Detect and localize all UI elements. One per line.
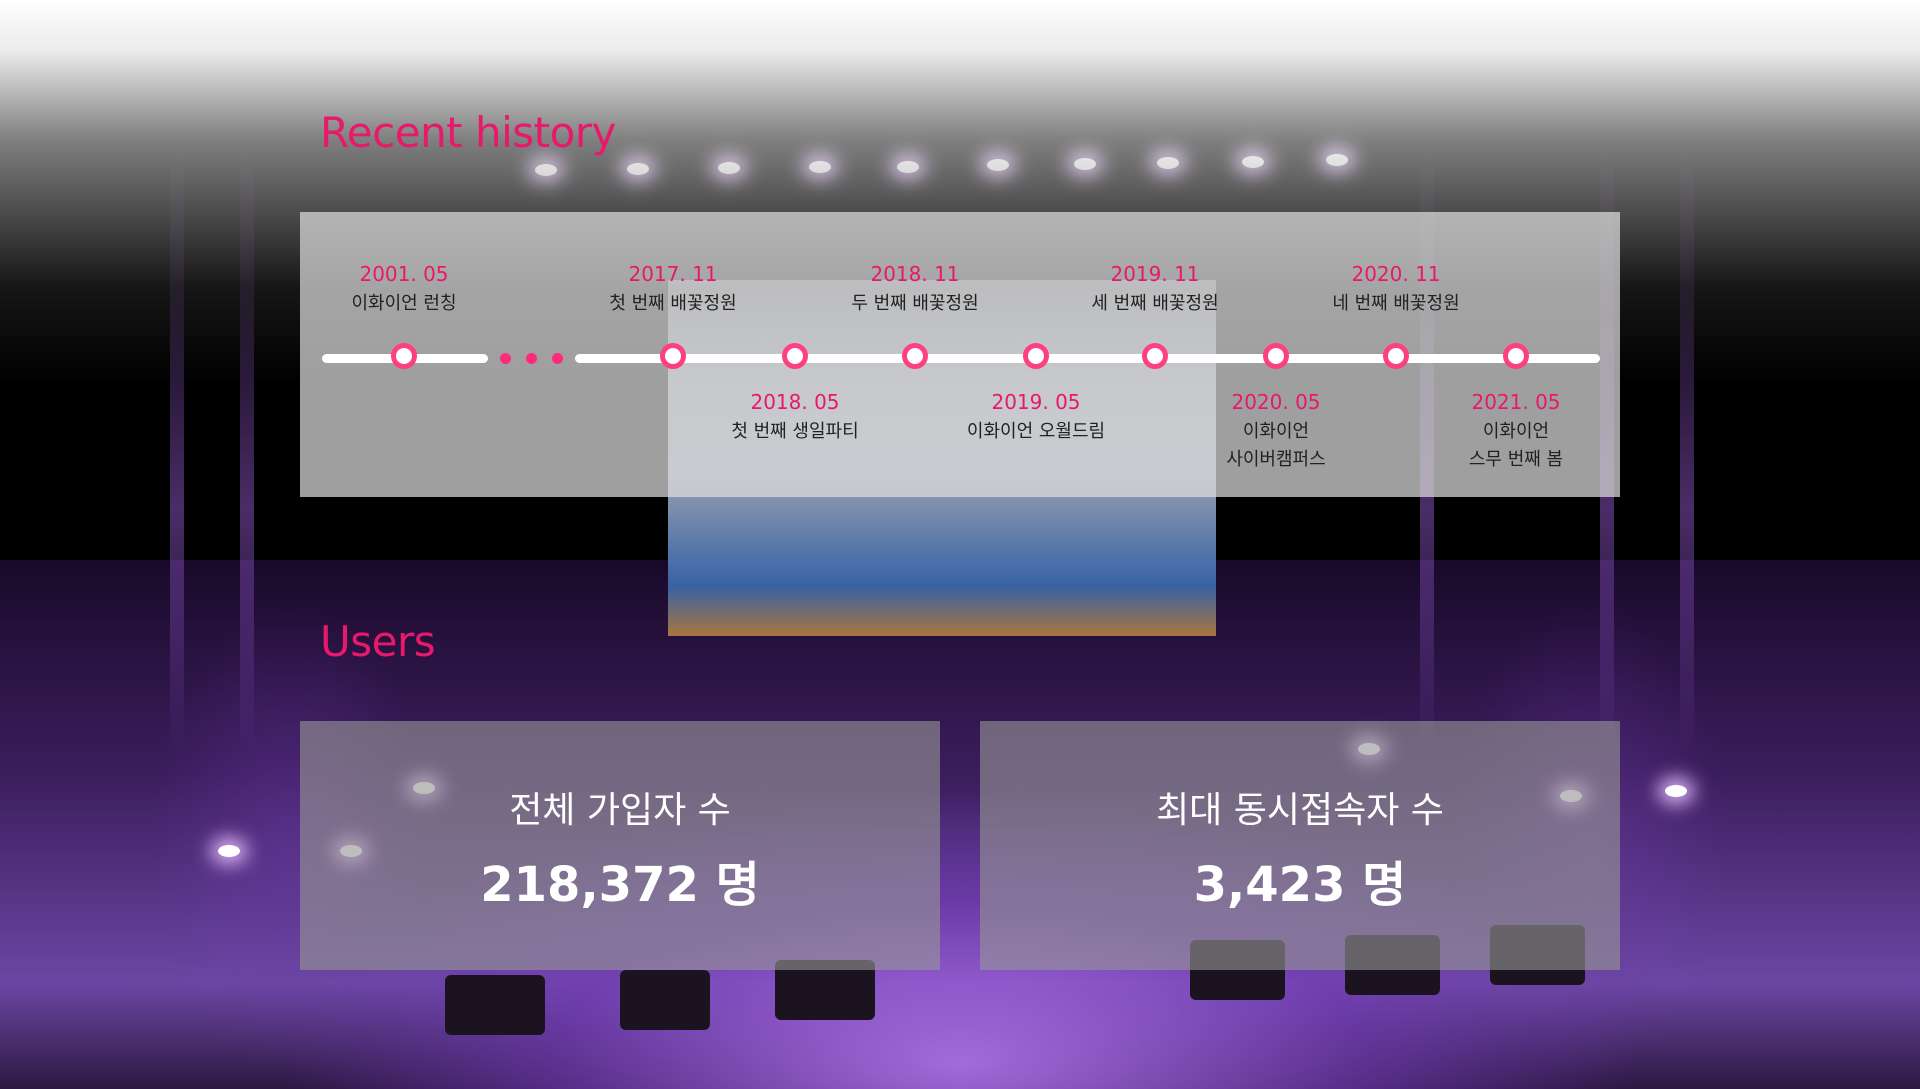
timeline-marker — [1023, 343, 1049, 369]
event-label: 네 번째 배꽃정원 — [1332, 293, 1460, 314]
timeline-event: 2021. 05 이화이언 스무 번째 봄 — [1416, 390, 1616, 474]
recent-history-title: Recent history — [320, 108, 616, 157]
timeline-marker — [1263, 343, 1289, 369]
event-date: 2019. 11 — [1110, 262, 1200, 286]
event-label: 두 번째 배꽃정원 — [851, 293, 979, 314]
event-label: 첫 번째 배꽃정원 — [609, 293, 737, 314]
timeline-event: 2017. 11 첫 번째 배꽃정원 — [573, 262, 773, 318]
timeline-event: 2001. 05 이화이언 런칭 — [304, 262, 504, 318]
timeline-track-main — [575, 354, 1600, 363]
timeline-event: 2018. 05 첫 번째 생일파티 — [695, 390, 895, 446]
total-members-card: 전체 가입자 수 218,372 명 — [300, 721, 940, 970]
timeline-ellipsis-dot — [552, 353, 563, 364]
timeline-marker — [391, 343, 417, 369]
event-label: 이화이언 오월드림 — [966, 421, 1106, 442]
timeline-ellipsis-dot — [526, 353, 537, 364]
timeline-marker — [1142, 343, 1168, 369]
event-label: 첫 번째 생일파티 — [731, 421, 859, 442]
event-date: 2018. 11 — [870, 262, 960, 286]
timeline-marker — [660, 343, 686, 369]
timeline-marker — [1383, 343, 1409, 369]
event-date: 2021. 05 — [1471, 390, 1561, 414]
timeline-ellipsis-dot — [500, 353, 511, 364]
total-members-value: 218,372 명 — [480, 857, 760, 913]
peak-concurrent-card: 최대 동시접속자 수 3,423 명 — [980, 721, 1620, 970]
peak-concurrent-label: 최대 동시접속자 수 — [1156, 790, 1444, 831]
timeline-event: 2019. 11 세 번째 배꽃정원 — [1055, 262, 1255, 318]
peak-concurrent-value: 3,423 명 — [1193, 857, 1407, 913]
timeline-marker — [1503, 343, 1529, 369]
event-date: 2020. 11 — [1351, 262, 1441, 286]
event-date: 2017. 11 — [628, 262, 718, 286]
timeline-event: 2018. 11 두 번째 배꽃정원 — [815, 262, 1015, 318]
timeline-event: 2020. 11 네 번째 배꽃정원 — [1296, 262, 1496, 318]
total-members-label: 전체 가입자 수 — [509, 790, 731, 831]
event-date: 2001. 05 — [359, 262, 449, 286]
history-timeline: 2001. 05 이화이언 런칭 2017. 11 첫 번째 배꽃정원 2018. 05… — [300, 212, 1620, 497]
event-label: 이화이언 런칭 — [351, 293, 457, 314]
event-date: 2020. 05 — [1231, 390, 1321, 414]
timeline-event: 2019. 05 이화이언 오월드림 — [936, 390, 1136, 446]
event-label: 이화이언 스무 번째 봄 — [1468, 421, 1564, 470]
users-title: Users — [320, 617, 436, 666]
timeline-marker — [782, 343, 808, 369]
event-label: 세 번째 배꽃정원 — [1091, 293, 1219, 314]
timeline-marker — [902, 343, 928, 369]
timeline-event: 2020. 05 이화이언 사이버캠퍼스 — [1176, 390, 1376, 474]
event-label: 이화이언 사이버캠퍼스 — [1226, 421, 1326, 470]
event-date: 2018. 05 — [750, 390, 840, 414]
event-date: 2019. 05 — [991, 390, 1081, 414]
